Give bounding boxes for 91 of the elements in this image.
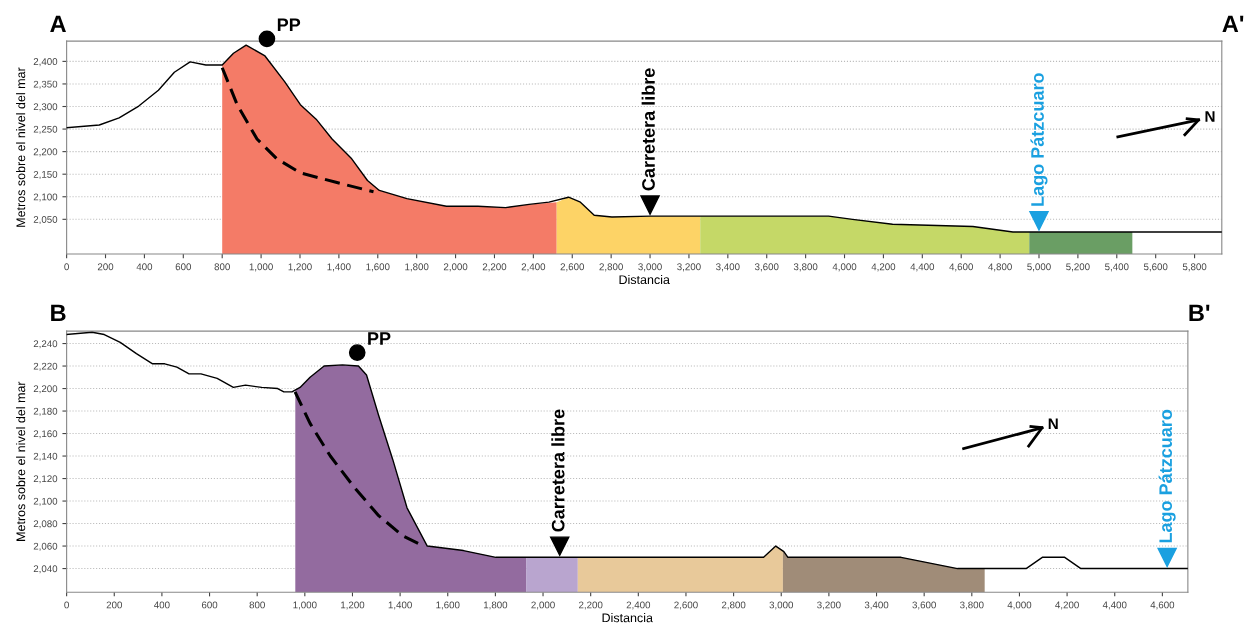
y-tick-label: 2,240 (33, 340, 58, 349)
text: A (50, 15, 66, 32)
x-tick-label: 1,000 (293, 601, 317, 610)
x-tick-label: 4,400 (1102, 601, 1127, 610)
y-tick-label: 2,100 (33, 193, 58, 202)
y-tick-label: 2,150 (33, 170, 58, 179)
x-tick-label: 0 (64, 601, 69, 609)
y-tick-label: 2,300 (33, 103, 58, 112)
x-tick-label: 0 (64, 263, 69, 271)
line-series (220, 66, 376, 194)
x-tick-label: 1,200 (288, 263, 312, 272)
y-tick-label: 2,180 (33, 407, 58, 416)
x-tick-label: 5,600 (1143, 263, 1168, 272)
y-tick-label: 2,040 (33, 565, 58, 574)
x-tick-label: 5,200 (1066, 263, 1090, 272)
y-tick-label: 2,220 (33, 362, 58, 371)
x-tick-label: 1,600 (366, 263, 390, 272)
y-tick-label: 2,200 (33, 148, 58, 157)
annotation: PP (368, 332, 391, 345)
x-tick-label: 2,200 (579, 601, 603, 610)
y-tick-label: 2,250 (33, 125, 58, 134)
x-tick-label: 800 (249, 601, 265, 609)
x-tick-label: 4,600 (1150, 601, 1175, 610)
annotation: Carretera libre (641, 68, 655, 191)
x-tick-label: 3,200 (677, 263, 701, 272)
x-tick-label: 400 (154, 601, 170, 609)
x-tick-label: 200 (106, 601, 122, 609)
y-tick-label: 2,100 (33, 497, 58, 506)
y-axis-title: Metros sobre el nivel del mar (16, 381, 26, 541)
annotation: Carretera libre (551, 409, 565, 532)
y-tick-label: 2,120 (33, 475, 58, 484)
x-tick-label: 1,800 (405, 263, 429, 272)
x-tick-label: 2,800 (721, 601, 746, 610)
x-tick-label: 1,800 (483, 601, 508, 610)
x-tick-label: 4,400 (910, 263, 935, 272)
x-tick-label: 600 (175, 263, 192, 271)
x-tick-label: 2,000 (443, 263, 468, 272)
x-tick-label: 4,200 (871, 263, 896, 272)
annotation: N (1205, 111, 1215, 122)
y-tick-label: 2,400 (33, 58, 58, 67)
x-tick-label: 800 (214, 263, 230, 271)
y-tick-label: 2,080 (33, 520, 58, 529)
x-tick-label: 5,400 (1105, 263, 1129, 272)
x-tick-label: 2,200 (482, 263, 507, 272)
x-tick-label: 5,000 (1027, 263, 1051, 272)
x-tick-label: 4,000 (832, 263, 857, 272)
x-axis-title: Distancia (619, 274, 670, 285)
line-series (66, 44, 1222, 233)
x-tick-label: 3,600 (754, 263, 779, 272)
text: B' (1189, 304, 1210, 322)
x-tick-label: 4,600 (949, 263, 973, 272)
y-axis-title: Metros sobre el nivel del mar (16, 67, 26, 227)
x-tick-label: 3,800 (960, 601, 984, 610)
x-tick-label: 4,000 (1007, 601, 1032, 610)
y-tick-label: 2,060 (33, 542, 58, 551)
x-tick-label: 3,400 (864, 601, 889, 610)
x-tick-label: 1,400 (388, 601, 412, 610)
x-tick-label: 2,600 (674, 601, 698, 610)
y-tick-label: 2,140 (33, 452, 58, 461)
x-tick-label: 3,200 (817, 601, 841, 610)
text: B (51, 304, 66, 322)
x-tick-label: 1,200 (341, 601, 365, 610)
x-tick-label: 2,000 (531, 601, 555, 610)
x-tick-label: 5,800 (1182, 263, 1207, 272)
x-tick-label: 2,400 (626, 601, 651, 610)
x-tick-label: 1,400 (327, 263, 351, 272)
text: A' (1222, 15, 1244, 32)
x-tick-label: 2,600 (560, 263, 585, 272)
x-tick-label: 200 (97, 263, 114, 271)
x-tick-label: 3,600 (912, 601, 936, 610)
annotation: PP (277, 18, 301, 31)
y-tick-label: 2,200 (33, 385, 58, 394)
x-tick-label: 3,400 (716, 263, 740, 272)
annotation: Lago Pátzcuaro (1158, 409, 1176, 543)
x-tick-label: 400 (136, 263, 153, 271)
x-tick-label: 4,800 (988, 263, 1012, 272)
x-tick-label: 2,800 (599, 263, 623, 272)
annotation: Lago Pátzcuaro (1030, 73, 1048, 206)
y-tick-label: 2,050 (33, 216, 58, 225)
x-tick-label: 3,000 (769, 601, 794, 610)
x-tick-label: 600 (201, 601, 218, 609)
x-tick-label: 4,200 (1055, 601, 1079, 610)
x-axis-title: Distancia (602, 613, 653, 623)
y-tick-label: 2,350 (33, 80, 58, 89)
x-tick-label: 2,400 (521, 263, 546, 272)
y-tick-label: 2,160 (33, 430, 58, 439)
x-tick-label: 3,800 (793, 263, 818, 272)
x-tick-label: 1,000 (249, 263, 273, 272)
x-tick-label: 1,600 (436, 601, 460, 610)
annotation: N (1048, 418, 1058, 430)
x-tick-label: 3,000 (638, 263, 662, 272)
